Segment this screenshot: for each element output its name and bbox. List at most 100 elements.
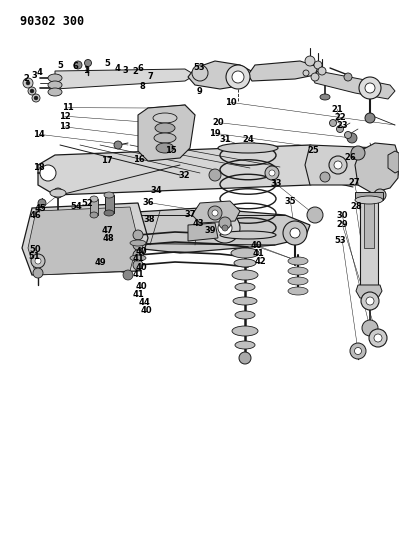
Circle shape — [74, 61, 82, 69]
Circle shape — [85, 60, 91, 67]
Circle shape — [344, 73, 352, 81]
Circle shape — [374, 334, 382, 342]
Text: 14: 14 — [33, 130, 45, 139]
Polygon shape — [388, 151, 399, 173]
Ellipse shape — [130, 240, 146, 246]
Text: 41: 41 — [133, 290, 145, 298]
Ellipse shape — [218, 143, 278, 153]
Bar — [360, 200, 378, 285]
Text: 44: 44 — [138, 298, 150, 307]
Text: 90302 300: 90302 300 — [20, 15, 84, 28]
Text: 23: 23 — [336, 121, 348, 130]
Circle shape — [133, 240, 143, 250]
Ellipse shape — [288, 257, 308, 265]
Text: 53: 53 — [193, 63, 205, 72]
Circle shape — [210, 213, 240, 243]
Circle shape — [40, 165, 56, 181]
Circle shape — [269, 170, 275, 176]
Text: 40: 40 — [250, 241, 262, 249]
Bar — [364, 200, 374, 248]
Text: 22: 22 — [334, 113, 346, 122]
Circle shape — [303, 70, 309, 76]
Ellipse shape — [48, 74, 62, 82]
Text: 19: 19 — [209, 129, 221, 138]
Text: 51: 51 — [28, 253, 40, 261]
Text: 2: 2 — [23, 75, 29, 83]
Text: 3: 3 — [123, 66, 128, 75]
Polygon shape — [355, 143, 399, 193]
Circle shape — [23, 78, 33, 88]
Circle shape — [336, 125, 344, 133]
Circle shape — [38, 199, 46, 207]
Polygon shape — [72, 208, 310, 253]
Circle shape — [32, 94, 40, 102]
Ellipse shape — [235, 311, 255, 319]
Text: 1: 1 — [83, 66, 89, 75]
Circle shape — [366, 297, 374, 305]
Ellipse shape — [234, 259, 256, 267]
Text: 2: 2 — [133, 67, 138, 76]
Text: 10: 10 — [225, 98, 237, 107]
Circle shape — [219, 217, 231, 229]
Text: 3: 3 — [31, 71, 37, 80]
Circle shape — [334, 161, 342, 169]
Text: 53: 53 — [334, 237, 346, 245]
Circle shape — [365, 83, 375, 93]
Ellipse shape — [104, 192, 114, 198]
Text: 25: 25 — [307, 146, 319, 155]
Circle shape — [365, 113, 375, 123]
Text: 24: 24 — [242, 135, 254, 144]
Ellipse shape — [288, 277, 308, 285]
Polygon shape — [28, 207, 138, 275]
Ellipse shape — [288, 267, 308, 275]
Circle shape — [283, 221, 307, 245]
Circle shape — [222, 225, 228, 231]
Text: 37: 37 — [185, 210, 196, 219]
Polygon shape — [188, 223, 218, 241]
Text: 5: 5 — [58, 61, 63, 69]
Text: 31: 31 — [219, 135, 231, 144]
Bar — [105, 195, 114, 213]
Polygon shape — [188, 61, 255, 89]
Ellipse shape — [48, 81, 62, 89]
Text: 21: 21 — [331, 105, 343, 114]
Ellipse shape — [48, 88, 62, 96]
Text: 27: 27 — [348, 178, 360, 187]
Circle shape — [305, 56, 315, 66]
Circle shape — [114, 141, 122, 149]
Text: 38: 38 — [144, 215, 155, 224]
Circle shape — [354, 348, 361, 354]
Ellipse shape — [233, 297, 257, 305]
Polygon shape — [55, 69, 195, 89]
Ellipse shape — [235, 341, 255, 349]
Circle shape — [347, 133, 357, 143]
Ellipse shape — [154, 133, 176, 143]
Circle shape — [133, 250, 143, 260]
Text: 40: 40 — [136, 282, 148, 291]
Circle shape — [290, 228, 300, 238]
Ellipse shape — [90, 196, 98, 202]
Text: 48: 48 — [103, 235, 115, 243]
Text: 47: 47 — [101, 226, 113, 235]
Text: 8: 8 — [139, 82, 145, 91]
Ellipse shape — [231, 248, 259, 258]
Circle shape — [212, 210, 218, 216]
Text: 6: 6 — [73, 62, 79, 71]
Circle shape — [307, 207, 323, 223]
Circle shape — [311, 73, 319, 81]
Text: 18: 18 — [33, 164, 45, 172]
Text: 32: 32 — [178, 172, 190, 180]
Circle shape — [226, 65, 250, 89]
Polygon shape — [248, 61, 318, 81]
Ellipse shape — [355, 196, 383, 204]
Text: 28: 28 — [350, 203, 362, 211]
Circle shape — [192, 65, 208, 81]
Bar — [90, 199, 98, 215]
Ellipse shape — [288, 287, 308, 295]
Circle shape — [35, 258, 41, 264]
Text: 16: 16 — [133, 156, 145, 164]
Circle shape — [329, 156, 347, 174]
Ellipse shape — [50, 189, 66, 197]
Polygon shape — [22, 203, 148, 275]
Text: 45: 45 — [35, 205, 47, 213]
